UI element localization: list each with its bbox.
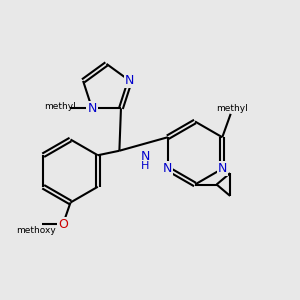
Text: methoxy: methoxy: [16, 226, 56, 235]
Text: methyl: methyl: [216, 104, 248, 113]
Text: O: O: [58, 218, 68, 231]
Text: N: N: [163, 162, 172, 175]
Text: H: H: [141, 160, 149, 171]
Text: N: N: [87, 102, 97, 115]
Text: N: N: [218, 162, 227, 175]
Text: N: N: [140, 150, 150, 163]
Text: methyl: methyl: [44, 102, 76, 111]
Text: N: N: [125, 74, 135, 87]
